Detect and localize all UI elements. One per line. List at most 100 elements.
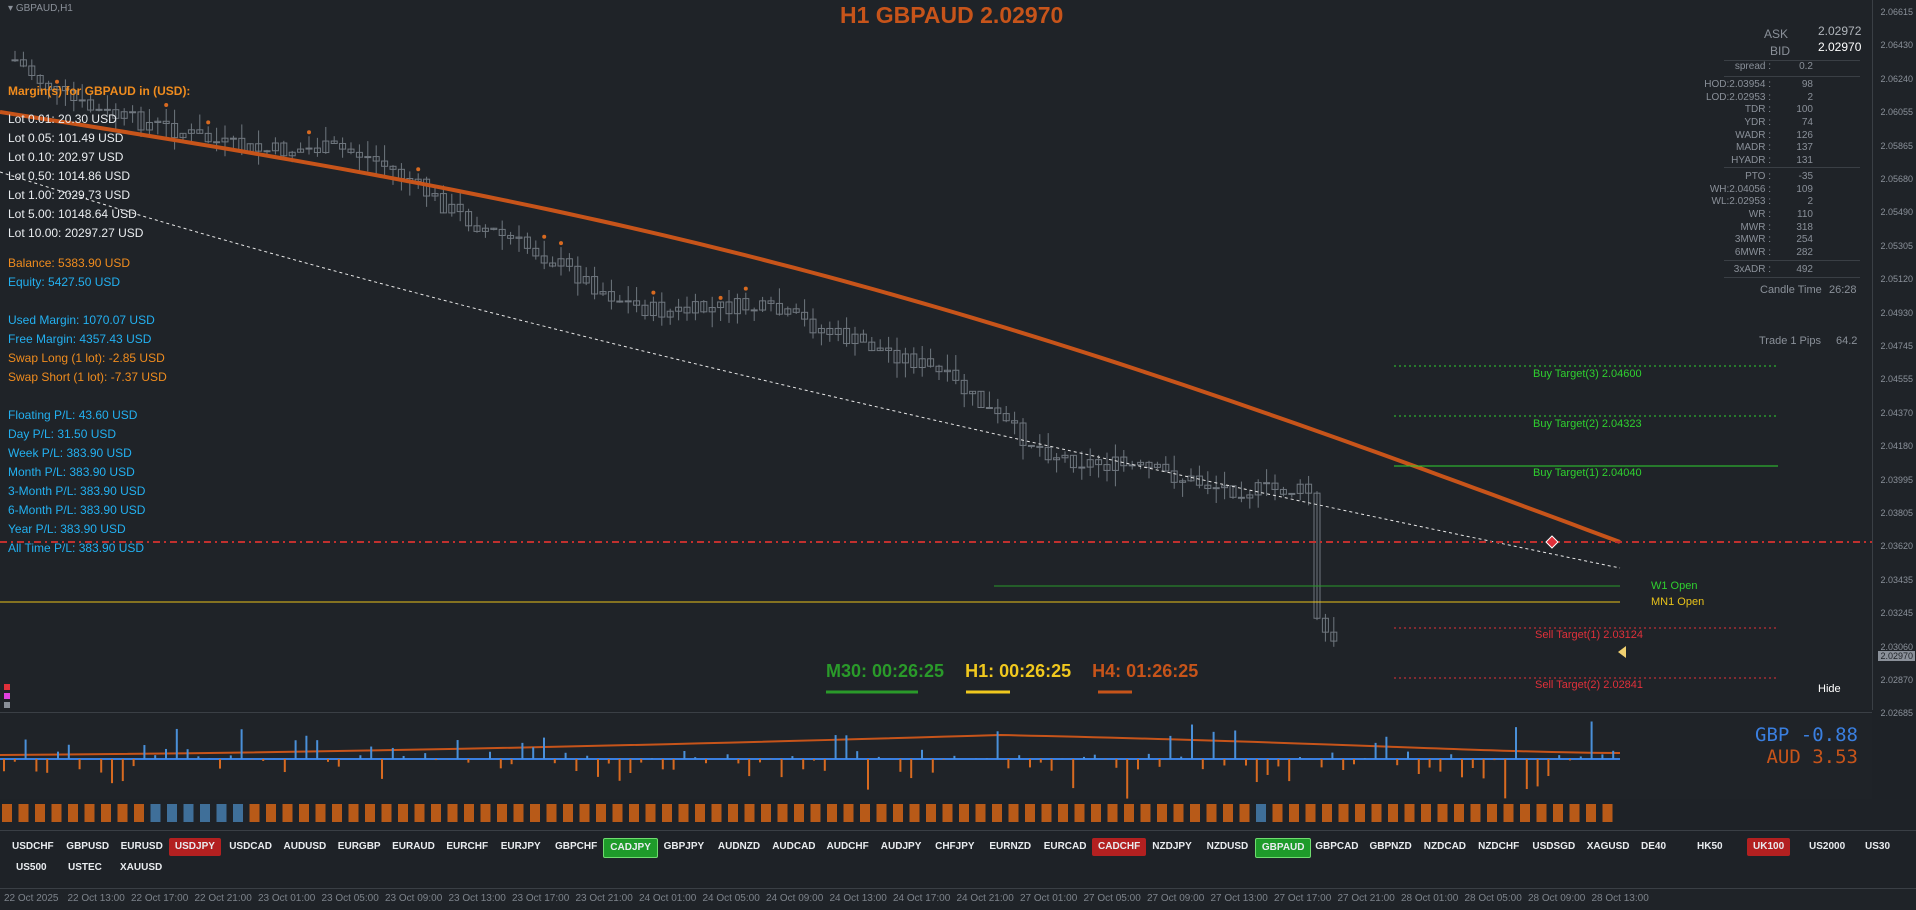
- w1-open-label: W1 Open: [1651, 580, 1698, 592]
- equity-text: Equity: 5427.50 USD: [8, 275, 121, 289]
- trend-strip-block: [1536, 804, 1547, 822]
- time-tick-label: 27 Oct 01:00: [1020, 893, 1078, 904]
- candle-body: [523, 236, 531, 249]
- price-tick-label: 2.03805: [1880, 508, 1913, 518]
- price-tick-label: 2.04930: [1880, 307, 1913, 318]
- trend-strip-block: [233, 804, 243, 822]
- candle-body: [624, 300, 632, 303]
- currency-strength-panel[interactable]: [0, 712, 1872, 799]
- symbol-button-cadjpy[interactable]: CADJPY: [603, 838, 658, 858]
- bid-label: BID: [1770, 44, 1791, 58]
- symbol-button-gbpusd[interactable]: GBPUSD: [66, 841, 110, 852]
- candle-body: [271, 142, 279, 152]
- candle-body: [775, 302, 783, 315]
- symbol-button-xagusd[interactable]: XAGUSD: [1586, 841, 1630, 852]
- candle-body: [439, 193, 447, 214]
- symbol-button-audnzd[interactable]: AUDNZD: [717, 841, 761, 852]
- candle-body: [591, 276, 599, 295]
- price-chart[interactable]: ▾ GBPAUD,H1 H1 GBPAUD 2.02970 Margin(s) …: [0, 0, 1872, 710]
- symbol-button-audusd[interactable]: AUDUSD: [283, 841, 327, 852]
- symbol-button-cadchf[interactable]: CADCHF: [1092, 838, 1147, 856]
- stats-separator: [1724, 76, 1860, 77]
- symbol-button-usdchf[interactable]: USDCHF: [12, 841, 54, 852]
- stats-separator: [1724, 277, 1860, 278]
- candle-body: [952, 369, 960, 381]
- symbol-button-gbpjpy[interactable]: GBPJPY: [663, 841, 705, 852]
- color-marker-icon: [4, 702, 10, 708]
- trend-strip-block: [563, 804, 573, 822]
- symbol-button-euraud[interactable]: EURAUD: [392, 841, 435, 852]
- candle-body: [574, 265, 582, 284]
- candle-body: [1044, 446, 1052, 461]
- time-tick-label: 23 Oct 13:00: [448, 893, 506, 904]
- stat-value: 126: [1796, 130, 1813, 141]
- candle-body: [313, 147, 321, 154]
- candle-body: [229, 137, 237, 140]
- symbol-timeframe-label: ▾ GBPAUD,H1: [8, 3, 73, 14]
- price-tick-label: 2.06240: [1880, 73, 1913, 84]
- candle-body: [834, 327, 842, 335]
- candle-body: [994, 407, 1002, 415]
- symbol-button-gbpchf[interactable]: GBPCHF: [555, 841, 598, 852]
- trend-strip-block: [1602, 804, 1613, 822]
- symbol-button-audchf[interactable]: AUDCHF: [826, 841, 869, 852]
- symbol-button-uk100[interactable]: UK100: [1747, 838, 1791, 856]
- time-tick-label: 23 Oct 17:00: [512, 893, 570, 904]
- symbol-button-us2000[interactable]: US2000: [1809, 841, 1846, 852]
- candle-body: [708, 307, 716, 313]
- symbol-button-usdjpy[interactable]: USDJPY: [168, 838, 221, 856]
- trend-strip-block: [1503, 804, 1514, 822]
- symbol-button-audcad[interactable]: AUDCAD: [772, 841, 816, 852]
- symbol-button-eurchf[interactable]: EURCHF: [446, 841, 489, 852]
- symbol-button-audjpy[interactable]: AUDJPY: [880, 841, 922, 852]
- symbol-button-eurjpy[interactable]: EURJPY: [500, 841, 541, 852]
- candle-body: [347, 148, 355, 153]
- symbol-button-chfjpy[interactable]: CHFJPY: [935, 841, 975, 852]
- symbol-button-eurnzd[interactable]: EURNZD: [989, 841, 1032, 852]
- candle-body: [633, 300, 641, 306]
- price-tick-label: 2.04745: [1880, 341, 1913, 351]
- time-tick-label: 28 Oct 05:00: [1464, 893, 1522, 904]
- hide-button[interactable]: Hide: [1818, 683, 1841, 695]
- symbol-button-nzdjpy[interactable]: NZDJPY: [1152, 841, 1192, 852]
- trend-strip-block: [18, 804, 29, 822]
- symbol-button-usdcad[interactable]: USDCAD: [229, 841, 272, 852]
- candle-body: [691, 301, 699, 314]
- symbol-button-nzdusd[interactable]: NZDUSD: [1206, 841, 1249, 852]
- symbol-button-ustec[interactable]: USTEC: [68, 862, 102, 873]
- candle-body: [607, 291, 615, 302]
- fractal-marker: [651, 290, 656, 295]
- dropdown-arrow-icon[interactable]: ▾: [8, 3, 14, 14]
- candle-body: [859, 333, 867, 343]
- symbol-button-hk50[interactable]: HK50: [1697, 841, 1723, 852]
- symbol-button-xauusd[interactable]: XAUUSD: [120, 862, 163, 873]
- candle-body: [1271, 482, 1279, 490]
- symbol-button-de40[interactable]: DE40: [1641, 841, 1667, 852]
- symbol-button-gbpnzd[interactable]: GBPNZD: [1369, 841, 1412, 852]
- time-axis[interactable]: 22 Oct 2025 22 Oct 13:00 22 Oct 17:00 22 Oc…: [0, 888, 1916, 910]
- stat-value: 131: [1796, 155, 1813, 166]
- symbol-button-eurusd[interactable]: EURUSD: [120, 841, 163, 852]
- stat-label: WL:2.02953 :: [1711, 196, 1771, 207]
- candle-body: [330, 140, 338, 144]
- trend-strip-block: [431, 804, 441, 822]
- candle-body: [750, 309, 758, 312]
- symbol-button-eurcad[interactable]: EURCAD: [1043, 841, 1087, 852]
- candle-body: [423, 178, 431, 197]
- symbol-button-usdsgd[interactable]: USDSGD: [1532, 841, 1576, 852]
- trend-strip-block: [1305, 804, 1316, 822]
- symbol-button-gbpaud[interactable]: GBPAUD: [1254, 838, 1312, 858]
- symbol-button-eurgbp[interactable]: EURGBP: [337, 841, 381, 852]
- symbol-button-nzdchf[interactable]: NZDCHF: [1478, 841, 1520, 852]
- trend-strip-block: [860, 804, 870, 822]
- time-tick-label: 27 Oct 17:00: [1274, 893, 1332, 904]
- candlestick-plot[interactable]: [0, 0, 1872, 710]
- trend-strip-block: [761, 804, 771, 822]
- symbol-switcher-bar: USDCHF GBPUSD EURUSD USDJPY USDCAD AUDUSD EURG…: [0, 830, 1916, 889]
- symbol-button-us30[interactable]: US30: [1865, 841, 1891, 852]
- symbol-button-nzdcad[interactable]: NZDCAD: [1423, 841, 1467, 852]
- symbol-button-us500[interactable]: US500: [16, 862, 47, 873]
- candle-body: [162, 120, 170, 124]
- price-axis[interactable]: 2.06615 2.06430 2.06240 2.06055 2.05865 2.056…: [1872, 0, 1916, 718]
- symbol-button-gbpcad[interactable]: GBPCAD: [1315, 841, 1359, 852]
